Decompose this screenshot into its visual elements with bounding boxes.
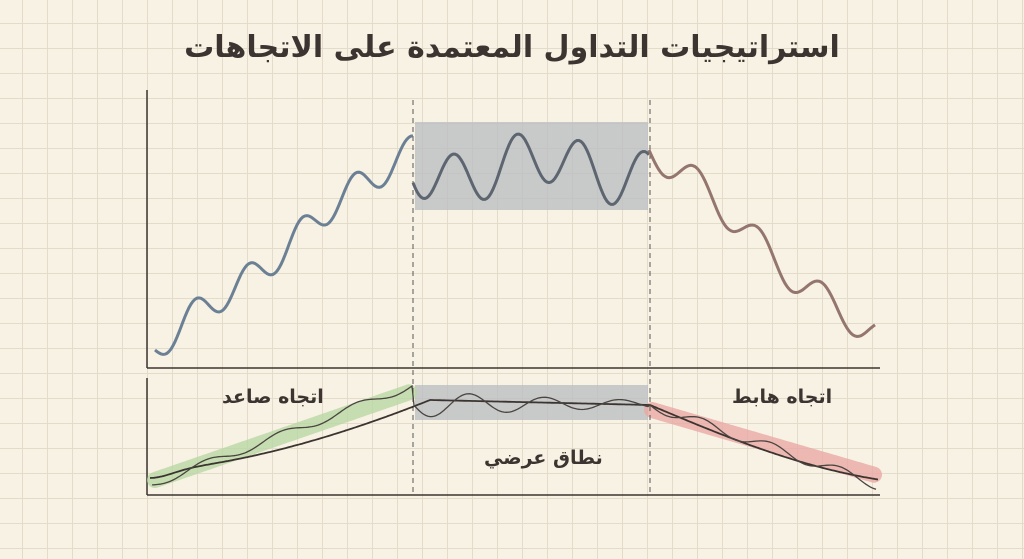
smoothed-trend-line — [149, 399, 879, 481]
downtrend-label: اتجاه هابط — [732, 386, 833, 408]
range-price-line — [411, 132, 651, 206]
price-trend-line — [151, 384, 877, 490]
uptrend-price-line — [154, 134, 414, 356]
downtrend-price-line — [647, 149, 876, 339]
uptrend-band — [147, 384, 417, 488]
range-label: نطاق عرضي — [484, 447, 603, 469]
range-box-upper — [415, 122, 648, 210]
uptrend-label: اتجاه صاعد — [222, 386, 324, 408]
diagram-title: استراتيجيات التداول المعتمدة على الاتجاه… — [184, 30, 840, 65]
